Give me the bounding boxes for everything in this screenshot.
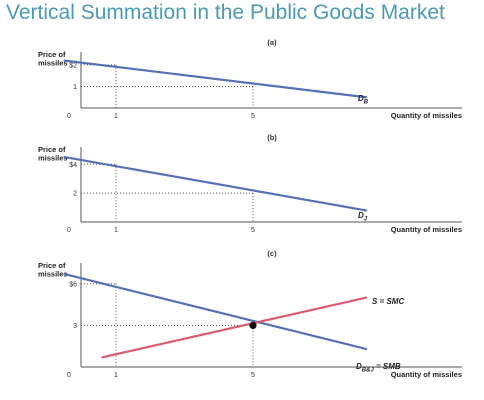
curve-label-rest: = SMB [374, 362, 401, 371]
chart-panel-1: (a) Price of missiles $2 1 0 1 5 Quantity of mis… [38, 38, 462, 120]
x-tick-label: 0 [67, 227, 71, 234]
panel-label: (a) [267, 38, 277, 47]
x-tick-label: 0 [67, 372, 71, 379]
chart-panel-2: (b) Price of missiles$4 2 0 1 5 Quantity of mis… [38, 133, 462, 234]
x-tick-label: 1 [114, 113, 118, 120]
y-tick-label: 3 [73, 323, 77, 330]
curve-label: DJ [358, 211, 368, 223]
y-axis-label-line: missiles [38, 59, 68, 68]
x-tick-label: 1 [114, 227, 118, 234]
curve-label: DB&J = SMB [356, 362, 401, 374]
y-axis-label-line: Price of [38, 145, 66, 154]
curve-label-subscript: J [364, 217, 368, 223]
series-line-s-smc [101, 296, 368, 359]
y-axis-label: Price of missiles [38, 145, 68, 163]
series-line-d-b [63, 59, 368, 99]
y-axis-label: Price of missiles [38, 50, 68, 68]
y-tick-label: 1 [73, 84, 77, 91]
y-tick-label: $2 [69, 62, 77, 69]
x-axis-label: Quantity of missiles [391, 225, 462, 234]
curve-label: S = SMC [372, 297, 404, 306]
series-line-d-b-j-smb [63, 272, 368, 351]
y-axis-label-line: Price of [38, 50, 66, 59]
series-line-d-j [63, 155, 368, 212]
equilibrium-point [249, 321, 257, 329]
x-axis-label: Quantity of missiles [391, 370, 462, 379]
curve-label-main: S = SMC [372, 297, 404, 306]
x-tick-label: 0 [67, 113, 71, 120]
y-axis-label-line: Price of [38, 261, 66, 270]
y-tick-label: $4 [69, 162, 77, 169]
curve-label-subscript: B [364, 100, 369, 106]
x-tick-label: 1 [114, 372, 118, 379]
y-axis-label: Price of missiles [38, 261, 68, 279]
panel-label: (b) [267, 133, 277, 142]
x-tick-label: 5 [251, 227, 255, 234]
y-axis-label-line: missiles [38, 270, 68, 279]
curve-label-subscript: B&J [362, 368, 375, 374]
x-tick-label: 5 [251, 113, 255, 120]
curve-label-main: D [356, 362, 362, 371]
slide-title: Vertical Summation in the Public Goods M… [6, 1, 445, 24]
y-tick-label: $6 [69, 281, 77, 288]
y-tick-label: 2 [73, 191, 77, 198]
panel-label: (c) [267, 249, 277, 258]
y-axis-label-line: missiles [38, 154, 68, 163]
curve-label-main: D [358, 94, 364, 103]
chart-panel-3: (c) Price of missiles$6 3 0 1 5 Quantity of mis… [38, 249, 462, 379]
x-tick-label: 5 [251, 372, 255, 379]
x-axis-label: Quantity of missiles [391, 111, 462, 120]
curve-label: DB [358, 94, 369, 106]
curve-label-main: D [358, 211, 364, 220]
